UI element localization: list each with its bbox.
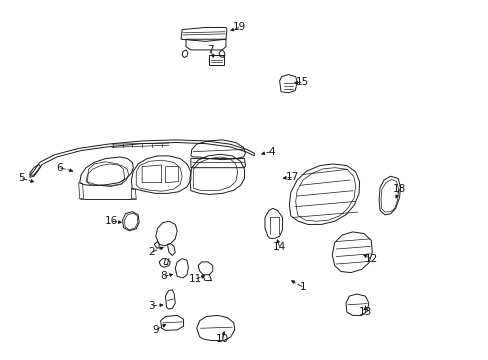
Text: 11: 11 bbox=[189, 274, 202, 284]
Text: 16: 16 bbox=[105, 216, 118, 226]
Text: 13: 13 bbox=[358, 307, 371, 317]
Text: 17: 17 bbox=[285, 172, 298, 182]
Text: 19: 19 bbox=[232, 22, 246, 32]
Text: 15: 15 bbox=[295, 77, 308, 87]
Text: 8: 8 bbox=[161, 271, 167, 282]
Text: 18: 18 bbox=[392, 184, 406, 194]
Text: 3: 3 bbox=[148, 301, 155, 311]
Text: 2: 2 bbox=[148, 247, 155, 257]
Text: 4: 4 bbox=[267, 147, 274, 157]
Text: 7: 7 bbox=[206, 45, 213, 55]
Text: 1: 1 bbox=[299, 282, 305, 292]
Text: 9: 9 bbox=[152, 325, 159, 335]
Text: 10: 10 bbox=[216, 334, 229, 344]
Text: 6: 6 bbox=[56, 163, 62, 173]
Text: 5: 5 bbox=[18, 174, 24, 183]
Text: 14: 14 bbox=[272, 242, 285, 252]
Text: 12: 12 bbox=[364, 254, 377, 264]
